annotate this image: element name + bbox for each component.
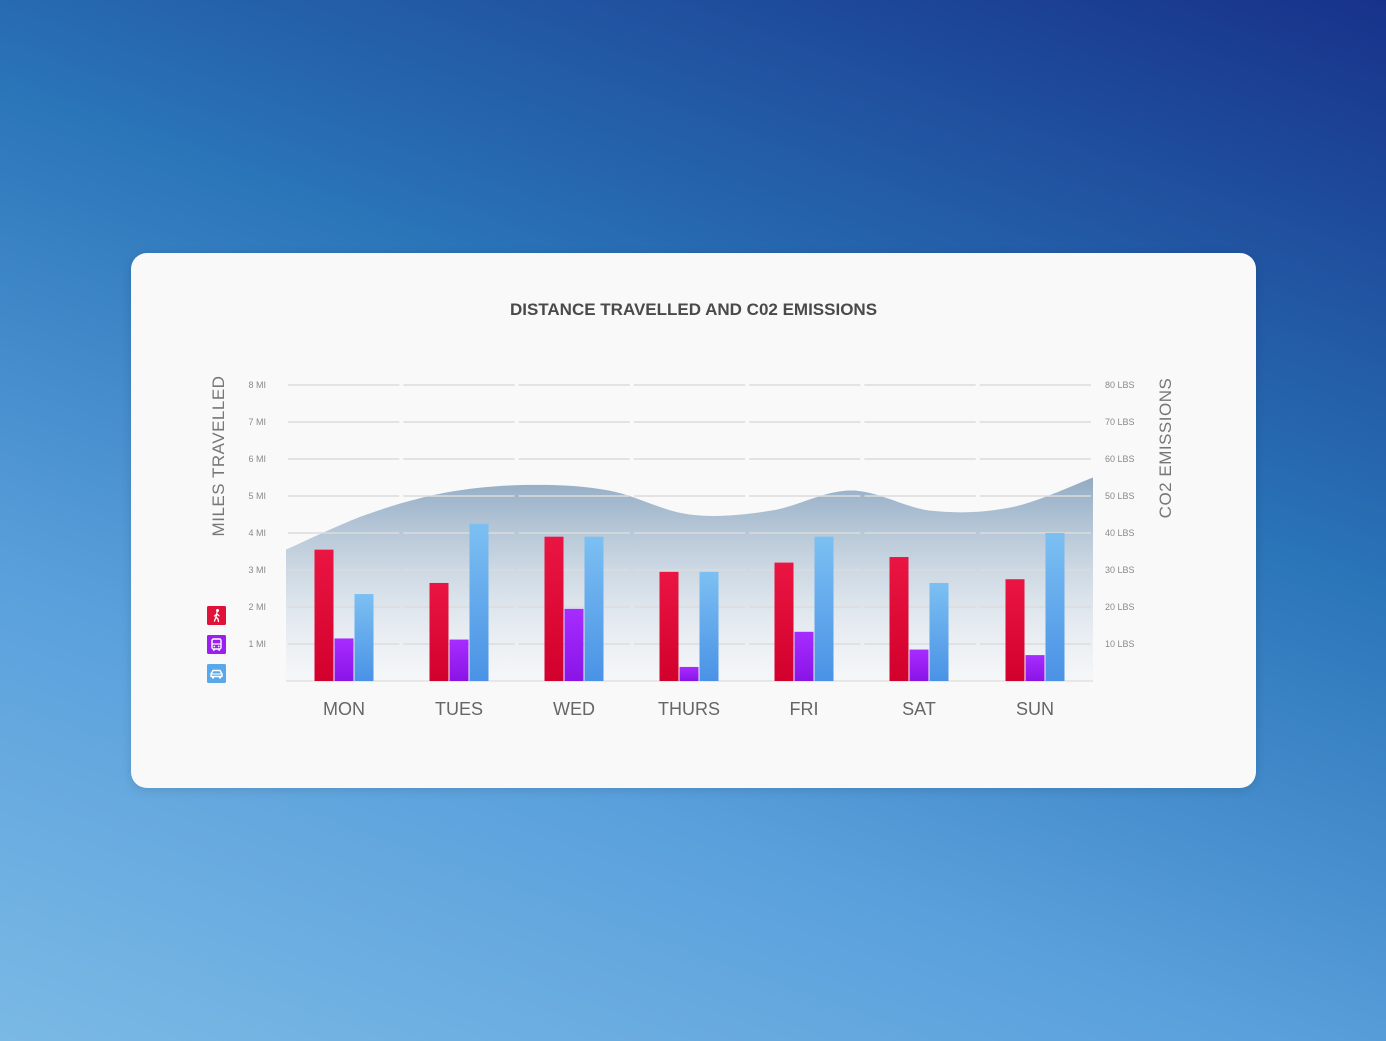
bus-bar — [449, 639, 469, 681]
car-bar — [469, 523, 489, 681]
chart-svg: 1 MI 2 MI 3 MI 4 MI 5 MI 6 MI 7 MI 8 MI 10 LBS 20… — [207, 376, 1175, 719]
y2-axis-title: CO2 EMISSIONS — [1156, 378, 1175, 519]
bus-bar — [334, 638, 354, 681]
x-tick-label: FRI — [790, 699, 819, 719]
walking-bar — [774, 562, 794, 681]
walking-bar — [889, 557, 909, 681]
car-wheel — [219, 676, 221, 679]
y2-tick-label: 60 LBS — [1105, 454, 1135, 464]
label-layer: 1 MI 2 MI 3 MI 4 MI 5 MI 6 MI 7 MI 8 MI 10 LBS 20… — [209, 376, 1175, 719]
y2-tick-label: 20 LBS — [1105, 602, 1135, 612]
legend — [207, 606, 226, 683]
bus-bar — [909, 649, 929, 681]
x-tick-label: SAT — [902, 699, 936, 719]
bus-bar — [794, 631, 814, 681]
grid-layer — [286, 384, 1093, 682]
bus-light — [217, 645, 220, 648]
walking-bar — [659, 571, 679, 681]
bus-bar — [1025, 655, 1045, 681]
y-tick-label: 4 MI — [248, 528, 266, 538]
y2-tick-label: 70 LBS — [1105, 417, 1135, 427]
bus-bar — [679, 666, 699, 681]
car-wheel — [212, 676, 214, 679]
car-bar — [1045, 533, 1065, 681]
y-tick-label: 6 MI — [248, 454, 266, 464]
car-bar — [584, 536, 604, 681]
bar-layer — [314, 523, 1065, 681]
walking-icon — [213, 609, 220, 623]
x-tick-label: TUES — [435, 699, 483, 719]
co2-area-layer — [286, 477, 1093, 681]
co2-emissions-area — [286, 477, 1093, 681]
y-tick-label: 3 MI — [248, 565, 266, 575]
chart-card: DISTANCE TRAVELLED AND C02 EMISSIONS 1 M — [131, 253, 1256, 788]
y2-tick-label: 10 LBS — [1105, 639, 1135, 649]
y-tick-label: 2 MI — [248, 602, 266, 612]
car-bar — [699, 571, 719, 681]
y-tick-label: 5 MI — [248, 491, 266, 501]
y-tick-label: 7 MI — [248, 417, 266, 427]
y2-tick-label: 40 LBS — [1105, 528, 1135, 538]
walking-bar — [544, 536, 564, 681]
x-tick-label: SUN — [1016, 699, 1054, 719]
y2-tick-label: 50 LBS — [1105, 491, 1135, 501]
chart-title: DISTANCE TRAVELLED AND C02 EMISSIONS — [509, 300, 878, 319]
bus-bar — [564, 608, 584, 681]
car-icon — [210, 669, 223, 679]
walking-head — [216, 609, 219, 612]
y2-tick-label: 80 LBS — [1105, 380, 1135, 390]
car-bar — [814, 536, 834, 681]
x-tick-label: THURS — [658, 699, 720, 719]
walking-bar — [314, 549, 334, 681]
x-tick-label: MON — [323, 699, 365, 719]
walking-bar — [1005, 579, 1025, 681]
car-body — [210, 669, 223, 678]
y2-tick-label: 30 LBS — [1105, 565, 1135, 575]
walking-body — [213, 611, 220, 623]
y-axis-title: MILES TRAVELLED — [209, 376, 228, 537]
bus-wheel — [213, 649, 215, 651]
y-tick-label: 8 MI — [248, 380, 266, 390]
x-tick-label: WED — [553, 699, 595, 719]
car-bar — [929, 582, 949, 681]
walking-bar — [429, 582, 449, 681]
bus-icon — [211, 638, 222, 651]
bus-light — [213, 645, 216, 648]
car-bar — [354, 594, 374, 681]
bus-wheel — [218, 649, 220, 651]
y-tick-label: 1 MI — [248, 639, 266, 649]
